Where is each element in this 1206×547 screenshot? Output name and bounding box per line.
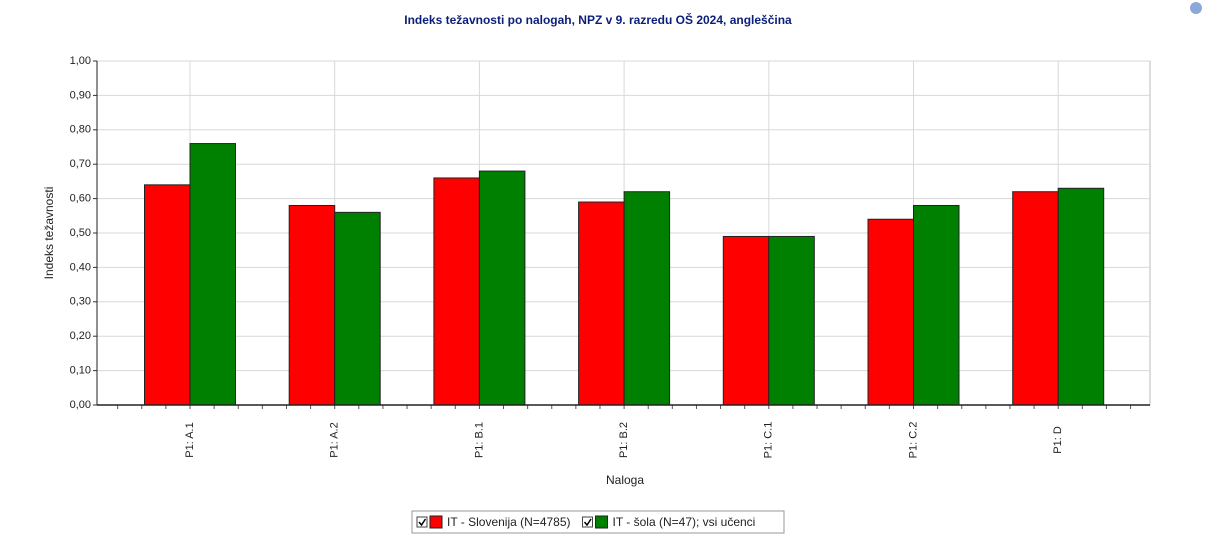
y-tick-label: 0,70 xyxy=(70,158,91,170)
y-axis-label: Indeks težavnosti xyxy=(42,187,56,280)
y-tick-label: 0,50 xyxy=(70,227,91,239)
legend-label: IT - šola (N=47); vsi učenci xyxy=(613,515,756,529)
legend-checkbox[interactable] xyxy=(582,516,594,528)
x-axis-label: Naloga xyxy=(606,473,644,487)
legend-label: IT - Slovenija (N=4785) xyxy=(447,515,571,529)
x-tick-label: P1: D xyxy=(1052,426,1064,454)
x-tick-label: P1: C.1 xyxy=(763,422,775,459)
bar xyxy=(623,191,671,406)
bar xyxy=(334,211,381,406)
y-tick-label: 0,10 xyxy=(70,365,91,377)
legend-checkbox[interactable] xyxy=(416,516,428,528)
bar xyxy=(867,218,914,406)
bar xyxy=(1057,187,1105,406)
x-tick-label: P1: A.1 xyxy=(184,422,196,457)
legend-swatch xyxy=(429,515,443,529)
x-tick-label: P1: A.2 xyxy=(329,422,341,457)
bar xyxy=(722,235,770,406)
bar xyxy=(768,235,815,406)
bar xyxy=(578,201,625,406)
corner-icon xyxy=(1190,2,1202,14)
bar xyxy=(1012,191,1059,406)
legend-check xyxy=(418,518,427,527)
x-tick-label: P1: B.2 xyxy=(618,422,630,458)
chart-title: Indeks težavnosti po nalogah, NPZ v 9. r… xyxy=(404,12,792,27)
legend-check xyxy=(583,518,592,527)
y-tick-label: 0,40 xyxy=(70,261,91,273)
bar xyxy=(189,143,236,406)
y-tick-label: 1,00 xyxy=(70,55,91,67)
bar xyxy=(144,184,191,406)
legend-swatch xyxy=(595,515,609,529)
y-tick-label: 0,20 xyxy=(70,330,91,342)
x-tick-label: P1: B.1 xyxy=(473,422,485,458)
x-tick-label: P1: C.2 xyxy=(907,422,919,459)
y-tick-label: 0,60 xyxy=(70,193,91,205)
bar xyxy=(478,170,526,406)
y-tick-label: 0,30 xyxy=(70,296,91,308)
y-tick-label: 0,90 xyxy=(70,89,91,101)
y-tick-label: 0,80 xyxy=(70,124,91,136)
y-tick-label: 0,00 xyxy=(70,399,91,411)
bar xyxy=(288,204,336,406)
bar xyxy=(913,204,960,406)
bar xyxy=(433,177,480,406)
